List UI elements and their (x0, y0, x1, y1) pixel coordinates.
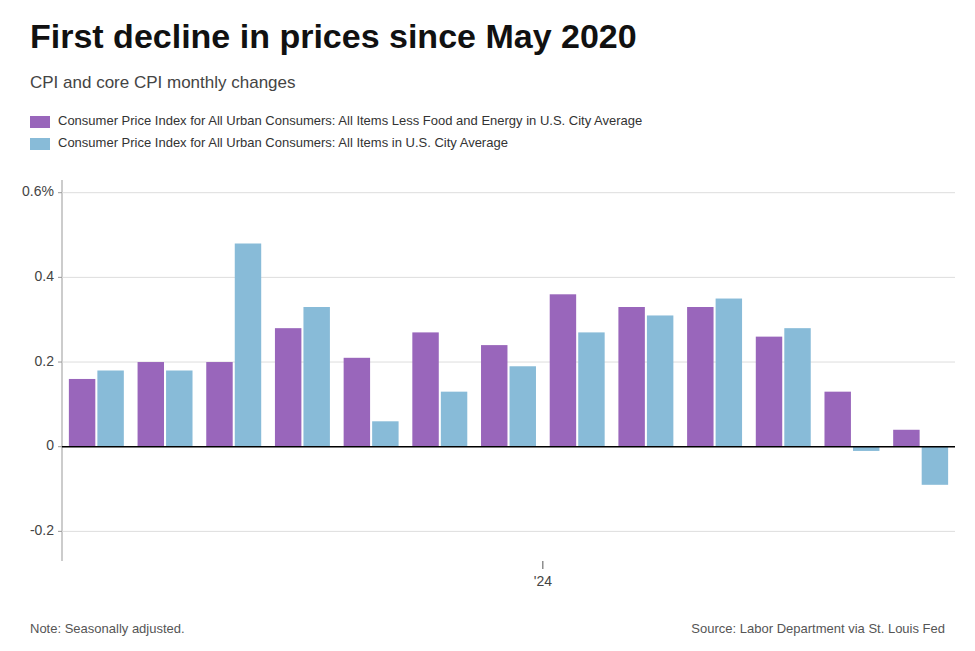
y-axis: -0.2 0 0.2 0.4 0.6% (22, 180, 955, 561)
grid-line (62, 531, 955, 532)
bar (97, 371, 123, 447)
series (69, 294, 920, 446)
x-tick (542, 561, 543, 569)
bar (647, 315, 673, 446)
baseline (62, 446, 955, 447)
y-tick (58, 192, 62, 193)
bar (344, 358, 370, 447)
bar (510, 366, 536, 446)
bar (922, 447, 948, 485)
y-tick-label: -0.2 (30, 522, 54, 538)
legend-item: Consumer Price Index for All Urban Consu… (30, 113, 642, 128)
bar (784, 328, 810, 447)
bar (412, 332, 438, 446)
bar (441, 392, 467, 447)
bar (206, 362, 232, 447)
bar (578, 332, 604, 446)
bar (481, 345, 507, 447)
x-axis: '24 (534, 561, 552, 589)
legend-label: Consumer Price Index for All Urban Consu… (58, 135, 508, 150)
legend: Consumer Price Index for All Urban Consu… (30, 113, 642, 150)
grid-line (62, 192, 955, 193)
bar (687, 307, 713, 447)
legend-swatch (30, 116, 50, 128)
bar (824, 392, 850, 447)
bar (235, 244, 261, 447)
grid-line (62, 446, 955, 447)
bar (893, 430, 919, 447)
y-tick (58, 277, 62, 278)
y-tick (58, 531, 62, 532)
grid-line (62, 277, 955, 278)
y-axis-line (62, 180, 63, 561)
x-tick-label: '24 (534, 573, 552, 589)
legend-swatch (30, 138, 50, 150)
bar (716, 299, 742, 447)
bar (550, 294, 576, 446)
source: Source: Labor Department via St. Louis F… (691, 621, 945, 636)
y-tick-label: 0.6% (22, 183, 54, 199)
subtitle: CPI and core CPI monthly changes (30, 73, 296, 92)
y-tick (58, 362, 62, 363)
y-tick-label: 0.4 (35, 268, 55, 284)
y-tick-label: 0.2 (35, 353, 55, 369)
bar (618, 307, 644, 447)
bar (166, 371, 192, 447)
bar (303, 307, 329, 447)
y-tick (58, 446, 62, 447)
chart: First decline in prices since May 2020 CP… (0, 0, 975, 651)
bars (69, 244, 948, 485)
series (97, 244, 948, 485)
legend-item: Consumer Price Index for All Urban Consu… (30, 135, 508, 150)
legend-label: Consumer Price Index for All Urban Consu… (58, 113, 642, 128)
bar (275, 328, 301, 447)
bar (372, 421, 398, 446)
y-tick-label: 0 (46, 437, 54, 453)
note: Note: Seasonally adjusted. (30, 621, 185, 636)
bar (69, 379, 95, 447)
bar (756, 337, 782, 447)
title: First decline in prices since May 2020 (30, 17, 637, 55)
bar (138, 362, 164, 447)
grid-line (62, 362, 955, 363)
